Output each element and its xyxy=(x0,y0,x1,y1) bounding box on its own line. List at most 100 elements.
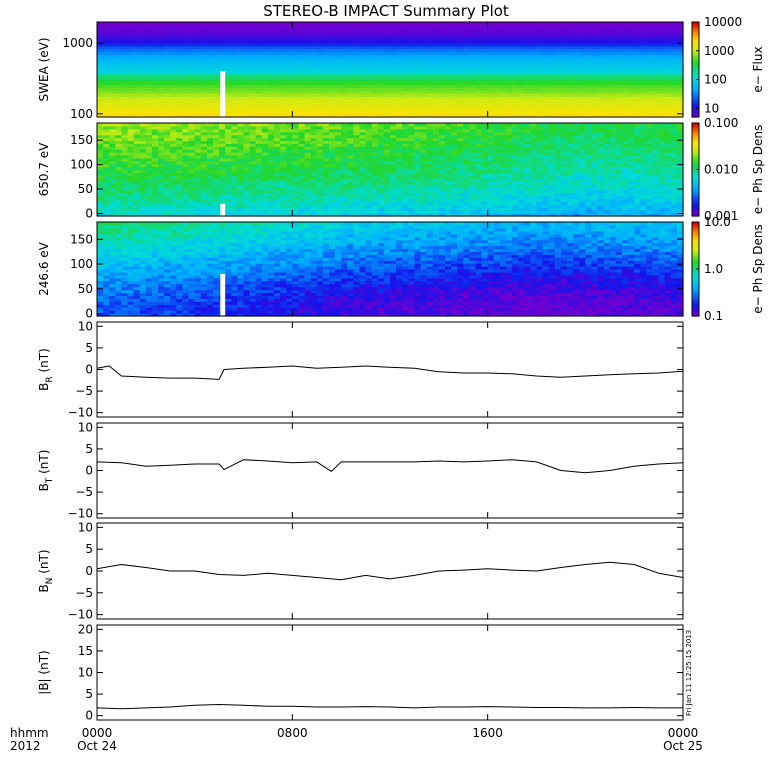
pad650-cell xyxy=(158,123,165,127)
swea-cell xyxy=(383,93,391,97)
swea-cell xyxy=(292,57,300,62)
pad650-cell xyxy=(133,154,141,159)
pad650-cell xyxy=(133,157,141,162)
swea-cell xyxy=(628,105,635,109)
swea-cell xyxy=(548,81,556,85)
pad650-cell xyxy=(402,172,409,176)
swea-cell xyxy=(212,24,220,29)
swea-cell xyxy=(603,27,611,32)
pad650-cell xyxy=(341,172,348,176)
pad650-cell xyxy=(158,186,165,191)
pad650-cell xyxy=(347,152,354,156)
pad650-cell xyxy=(280,213,287,217)
swea-cell xyxy=(451,30,458,35)
swea-cell xyxy=(628,45,635,50)
pad650-cell xyxy=(243,157,251,162)
swea-cell xyxy=(255,39,263,44)
pad650-cell xyxy=(353,201,361,205)
swea-cell xyxy=(164,114,171,118)
pad650-cell xyxy=(219,192,226,197)
pad650-cell xyxy=(396,175,403,179)
pad650-cell xyxy=(298,152,306,156)
swea-cell xyxy=(328,69,336,74)
pad650-cell xyxy=(310,131,318,136)
pad650-cell xyxy=(292,131,300,136)
pad650-cell xyxy=(158,149,165,153)
pad650-cell xyxy=(426,210,434,214)
pad650-cell xyxy=(304,154,312,159)
swea-cell xyxy=(444,111,452,115)
swea-cell xyxy=(426,114,434,118)
pad650-cell xyxy=(133,166,141,171)
swea-cell xyxy=(548,72,556,77)
swea-cell xyxy=(371,69,379,74)
swea-cell xyxy=(133,108,141,112)
pad650-cell xyxy=(322,181,330,185)
swea-cell xyxy=(127,30,135,35)
pad650-cell xyxy=(371,140,379,144)
swea-cell xyxy=(237,114,245,118)
pad650-cell xyxy=(408,128,416,133)
swea-cell xyxy=(127,84,135,88)
pad650-cell xyxy=(194,201,202,205)
swea-cell xyxy=(347,78,354,82)
pad650-cell xyxy=(219,178,226,182)
swea-cell xyxy=(151,24,159,29)
swea-cell xyxy=(188,99,196,103)
swea-cell xyxy=(475,93,483,97)
pad650-cell xyxy=(371,181,379,185)
pad650-cell xyxy=(298,181,306,185)
swea-cell xyxy=(463,105,470,109)
pad650-cell xyxy=(249,140,257,144)
swea-cell xyxy=(573,51,580,56)
pad650-cell xyxy=(261,172,269,176)
swea-cell xyxy=(176,78,184,82)
pad650-cell xyxy=(255,178,263,182)
swea-cell xyxy=(145,66,153,71)
swea-colorbar-segment xyxy=(692,38,699,42)
swea-cell xyxy=(390,66,397,71)
swea-cell xyxy=(567,42,574,47)
swea-cell xyxy=(109,30,116,35)
pad650-cell xyxy=(341,131,348,136)
swea-cell xyxy=(408,54,416,59)
swea-cell xyxy=(658,42,666,47)
swea-cell xyxy=(164,108,171,112)
swea-cell xyxy=(505,22,513,26)
pad650-cell xyxy=(438,137,446,142)
swea-cell xyxy=(609,60,617,65)
pad650-cell xyxy=(402,178,409,182)
pad650-cell xyxy=(255,181,263,185)
swea-cell xyxy=(505,63,513,68)
swea-cell xyxy=(664,93,672,97)
swea-cell xyxy=(548,24,556,29)
swea-cell xyxy=(609,36,617,41)
swea-cell xyxy=(585,84,593,88)
pad650-cell xyxy=(365,207,373,211)
pad650-cell xyxy=(158,163,165,168)
swea-cell xyxy=(463,102,470,106)
swea-cell xyxy=(457,69,464,74)
pad650-cell xyxy=(335,149,342,153)
swea-cell xyxy=(316,75,324,80)
swea-cell xyxy=(365,90,373,94)
swea-cell xyxy=(127,24,135,29)
pad650-cell xyxy=(267,186,275,191)
swea-cell xyxy=(249,102,257,106)
swea-colorbar-segment xyxy=(692,81,699,85)
swea-cell xyxy=(548,33,556,38)
swea-cell xyxy=(206,102,214,106)
pad650-cell xyxy=(194,178,202,182)
swea-cell xyxy=(127,51,135,56)
pad650-cell xyxy=(158,198,165,203)
pad650-cell xyxy=(103,125,110,130)
swea-cell xyxy=(567,78,574,82)
pad650-cell xyxy=(414,189,422,194)
swea-cell xyxy=(133,96,141,100)
pad650-cell xyxy=(267,207,275,211)
pad650-cell xyxy=(121,143,129,147)
swea-cell xyxy=(109,75,116,80)
swea-cell xyxy=(219,60,226,65)
pad650-cell xyxy=(170,143,177,147)
pad650-cell xyxy=(280,134,287,139)
